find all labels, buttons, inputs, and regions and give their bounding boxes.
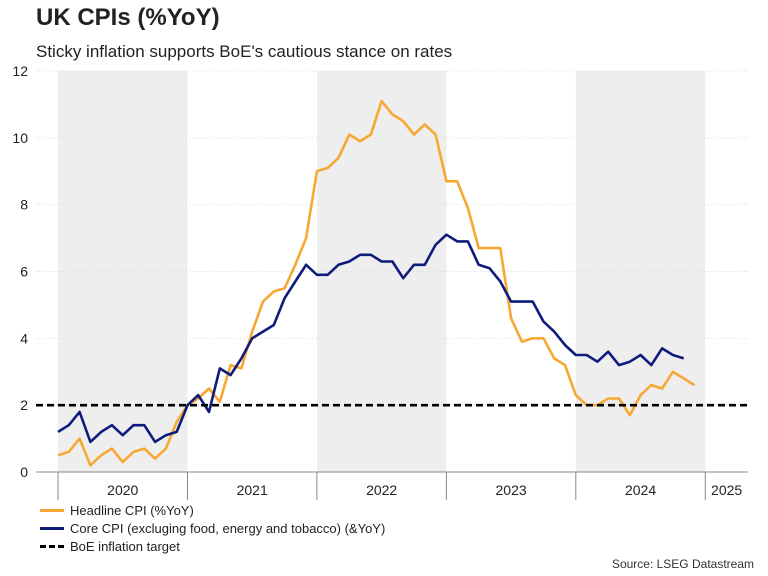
legend-label-headline: Headline CPI (%YoY)	[70, 502, 194, 518]
y-axis: 0 2 4 6 8 10 12	[12, 63, 28, 480]
x-axis: 2020 2021 2022 2023 2024 2025	[36, 471, 748, 500]
x-tick-label: 2021	[237, 482, 268, 498]
x-tick-label: 2023	[496, 482, 527, 498]
x-tick-label: 2020	[107, 482, 138, 498]
y-tick-label: 12	[12, 63, 28, 79]
x-tick-label: 2025	[711, 482, 742, 498]
legend-swatch-core	[40, 526, 64, 530]
legend: Headline CPI (%YoY) Core CPI (excluging …	[40, 501, 385, 555]
legend-item-headline: Headline CPI (%YoY)	[40, 501, 385, 519]
legend-swatch-target	[40, 544, 64, 548]
chart-title: UK CPIs (%YoY)	[36, 4, 220, 31]
y-tick-label: 2	[20, 397, 28, 413]
series-line-core	[57, 233, 685, 444]
series-lines	[36, 99, 748, 467]
chart-subtitle: Sticky inflation supports BoE's cautious…	[36, 42, 453, 61]
legend-item-target: BoE inflation target	[40, 537, 385, 555]
legend-label-target: BoE inflation target	[70, 538, 180, 554]
y-tick-label: 6	[20, 264, 28, 280]
y-tick-label: 8	[20, 197, 28, 213]
legend-swatch-headline	[40, 508, 64, 512]
x-tick-label: 2022	[366, 482, 397, 498]
legend-label-core: Core CPI (excluging food, energy and tob…	[70, 520, 386, 536]
shade-band-2024	[575, 71, 706, 472]
y-tick-label: 4	[20, 330, 28, 346]
y-tick-label: 10	[12, 130, 28, 146]
legend-item-core: Core CPI (excluging food, energy and tob…	[40, 519, 385, 537]
y-tick-label: 0	[20, 464, 28, 480]
source-note: Source: LSEG Datastream	[611, 557, 754, 571]
x-tick-label: 2024	[625, 482, 656, 498]
